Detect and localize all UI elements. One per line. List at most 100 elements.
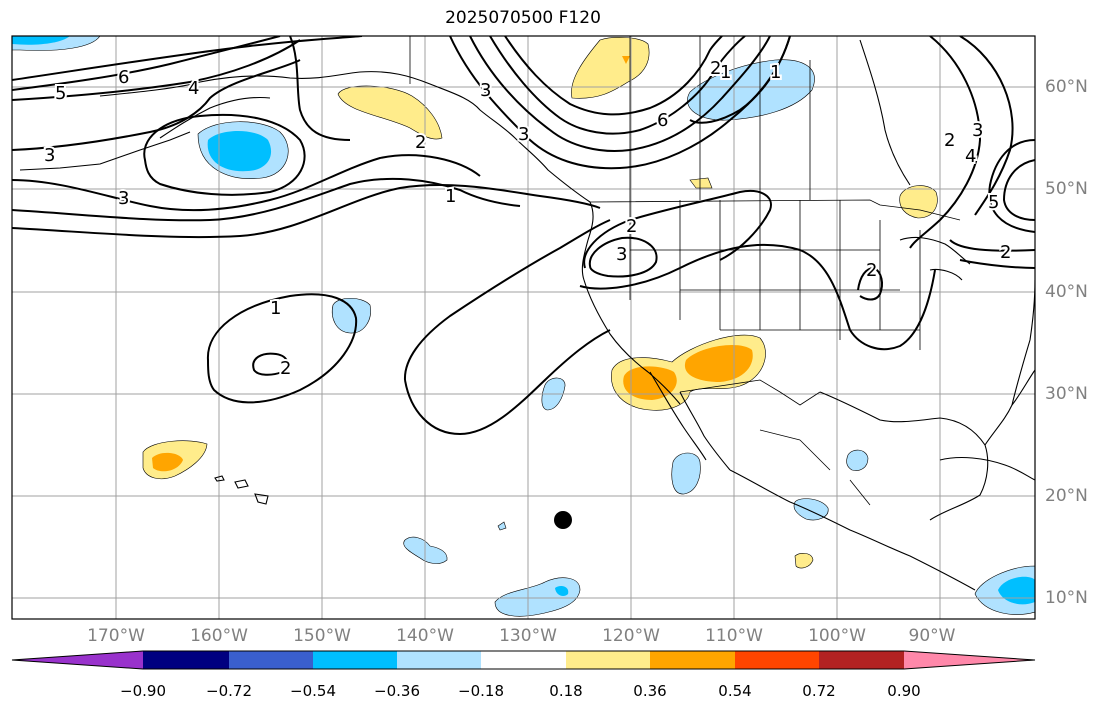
- colorbar-high-arrow: [904, 651, 1035, 669]
- pos-area-montana: [689, 177, 713, 189]
- lon-label: 120°W: [602, 626, 660, 646]
- pos-core-sw-us-1: [623, 366, 677, 400]
- pos-area-yukon: [571, 37, 650, 99]
- pos-area-mexico-south: [794, 553, 814, 569]
- lon-label: 170°W: [87, 626, 145, 646]
- lat-label: 40°N: [1045, 282, 1088, 302]
- state-line-2: [630, 249, 920, 331]
- pos-core-hawaii-west: [152, 452, 183, 472]
- neg-core-nw-corner: [12, 36, 70, 45]
- contour-label: 1: [270, 298, 281, 319]
- contour-label: 2: [710, 58, 721, 79]
- lon-label: 150°W: [293, 626, 351, 646]
- canada-us-border: [589, 199, 961, 221]
- contour-2-pacific: [252, 352, 289, 376]
- neg-area-pacific-40n: [331, 297, 371, 334]
- contour-3-west: [12, 154, 481, 212]
- bc-coast: [581, 201, 594, 281]
- contour-label: 5: [55, 83, 66, 104]
- lat-label: 10°N: [1045, 588, 1088, 608]
- colorbar-tick-label: −0.54: [290, 682, 336, 700]
- great-lakes: [899, 236, 971, 281]
- contour-6: [12, 36, 281, 91]
- contour-1-baja: [403, 219, 611, 436]
- contour-5-canada: [489, 36, 746, 135]
- contour-5-east: [1002, 159, 1035, 221]
- neg-core-central-america: [998, 576, 1035, 605]
- contour-3-westus: [588, 236, 658, 278]
- contour-label: 1: [445, 186, 456, 207]
- map-frame: [11, 35, 1036, 620]
- colorbar-bin: [229, 651, 313, 669]
- contour-label: 2: [944, 130, 955, 151]
- neg-area-canada: [687, 59, 815, 121]
- contour-label: 1: [720, 62, 731, 83]
- colorbar-bin: [397, 651, 481, 669]
- anomaly-shading: [12, 36, 1035, 617]
- florida: [984, 369, 1035, 446]
- mexico-states: [759, 429, 871, 506]
- colorbar-bin: [313, 651, 397, 669]
- contour-label: 3: [518, 124, 529, 145]
- contour-label: 2: [626, 216, 637, 237]
- contour-4: [12, 39, 301, 101]
- colorbar-bin: [143, 651, 229, 669]
- contour-1-canada: [689, 36, 791, 124]
- coastlines: [19, 39, 1035, 591]
- colorbar-bin: [481, 651, 566, 669]
- neg-area-baja-west: [671, 452, 701, 495]
- contour-1-pacific: [206, 293, 358, 404]
- contour-label: 2: [280, 358, 291, 379]
- contour-label: 3: [118, 188, 129, 209]
- contour-label: 3: [616, 244, 627, 265]
- colorbar-tick-label: −0.72: [206, 682, 252, 700]
- contour-2-westus: [583, 190, 772, 269]
- contour-label: 4: [188, 78, 199, 99]
- east-coast: [1011, 279, 1035, 406]
- colorbar-tick-label: 0.54: [718, 682, 752, 700]
- colorbar-tick-label: 0.36: [633, 682, 667, 700]
- colorbar-bin: [566, 651, 650, 669]
- alaska-pen: [159, 96, 271, 139]
- contour-3-east: [959, 36, 1014, 216]
- lat-label: 50°N: [1045, 179, 1088, 199]
- contour-1-north: [12, 184, 601, 239]
- colorbar-bin: [819, 651, 904, 669]
- contour-2-west: [12, 177, 521, 222]
- lat-label: 20°N: [1045, 486, 1088, 506]
- contour-label: 6: [118, 67, 129, 88]
- lat-label: 60°N: [1045, 77, 1088, 97]
- contour-label: 3: [480, 80, 491, 101]
- contour-label: 3: [44, 145, 55, 166]
- colorbar-tick-label: 0.72: [802, 682, 836, 700]
- marker-dot-icon: [554, 511, 572, 529]
- lon-label: 100°W: [808, 626, 866, 646]
- contour-label: 5: [988, 192, 999, 213]
- neg-core-trop-2: [555, 586, 569, 596]
- colorbar-tick-label: −0.18: [458, 682, 504, 700]
- contour-label-group: 5 6 4 3 3 2 1 1 2 2 3 3 6 1 2 3 4 5 2 1 …: [42, 56, 1013, 381]
- pos-core-yukon: [622, 56, 630, 64]
- hawaii-3: [254, 493, 269, 505]
- pos-core-sw-us-2: [684, 345, 753, 382]
- us-mexico-border: [679, 379, 821, 406]
- neg-area-trop-3: [497, 521, 507, 531]
- colorbar-tick-label: −0.90: [120, 682, 166, 700]
- lon-label: 90°W: [908, 626, 956, 646]
- neg-area-trop-2: [494, 577, 581, 617]
- contour-label: 2: [1000, 242, 1011, 263]
- hudson-bay: [859, 39, 911, 186]
- contour-6-canada: [504, 36, 723, 116]
- contour-label: 2: [415, 132, 426, 153]
- neg-area-gulf-mexico: [846, 449, 869, 471]
- lon-label: 130°W: [499, 626, 557, 646]
- hawaii-1: [214, 475, 225, 482]
- colorbar-tick-label: 0.90: [887, 682, 921, 700]
- pos-area-ontario: [899, 185, 938, 219]
- gulf-coast: [819, 391, 989, 521]
- aleutians: [19, 131, 191, 171]
- colorbar-bin: [650, 651, 735, 669]
- contour-label: 4: [965, 146, 976, 167]
- colorbar-bin: [735, 651, 819, 669]
